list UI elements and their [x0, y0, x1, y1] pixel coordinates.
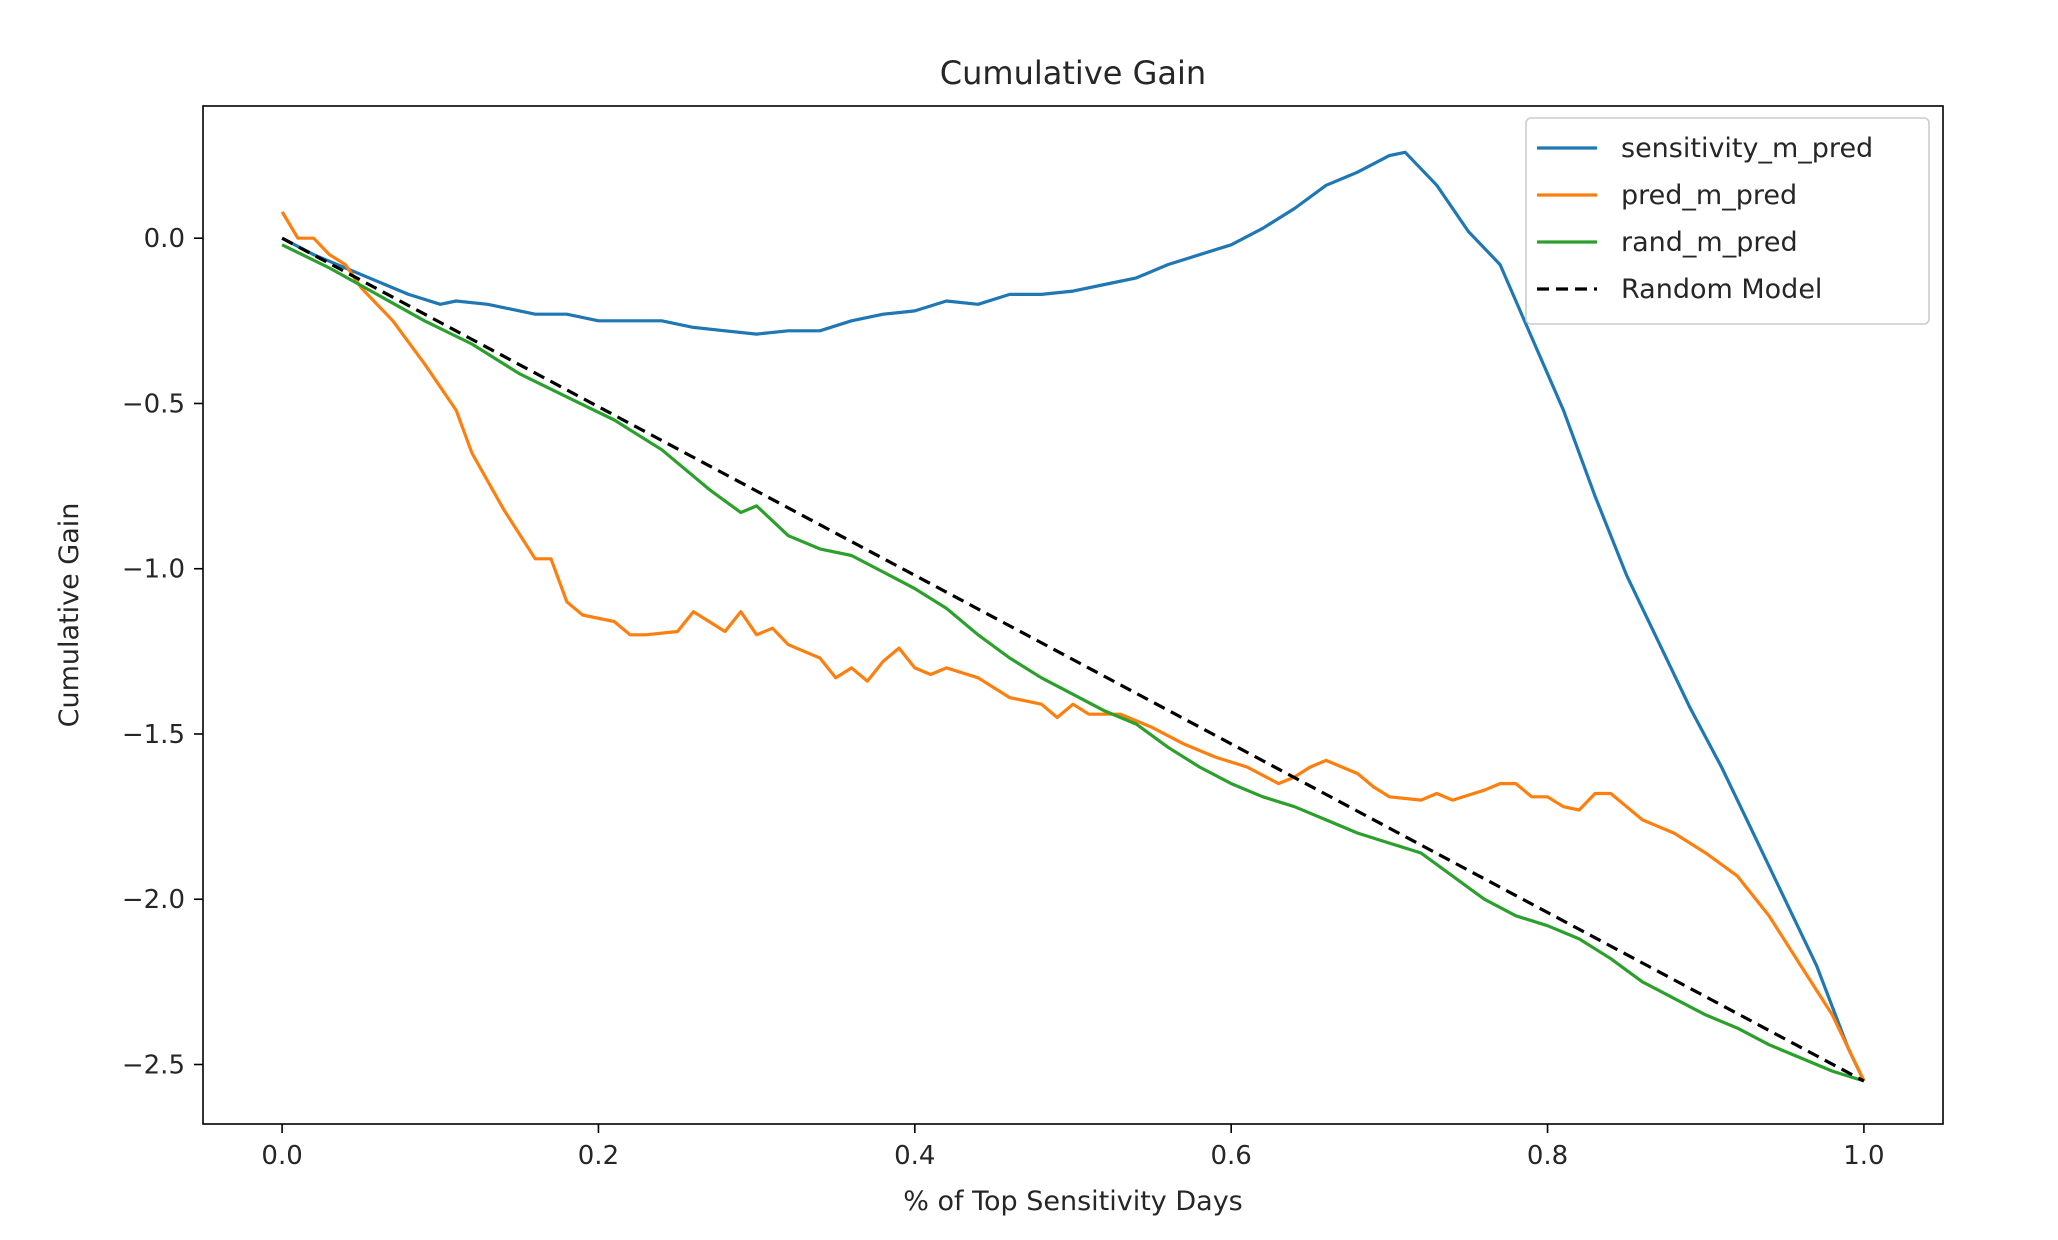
y-tick-label: −1.0	[122, 555, 185, 585]
y-axis-label: Cumulative Gain	[54, 503, 85, 728]
legend-label-sensitivity-m-pred: sensitivity_m_pred	[1621, 133, 1873, 164]
series-line-sensitivity-m-pred	[281, 150, 1866, 1082]
plot-area-frame	[202, 105, 1944, 1125]
legend-label-pred-m-pred: pred_m_pred	[1621, 180, 1797, 211]
y-tick-label: −2.0	[122, 885, 185, 915]
ticks-layer: 0.0 0.2 0.4 0.6 0.8 1.0 0.0 −0.5 −1.0 −1.5 −2.0 −2.…	[122, 224, 1885, 1171]
x-tick-label: 0.8	[1527, 1141, 1568, 1171]
legend-label-rand-m-pred: rand_m_pred	[1621, 227, 1798, 258]
x-tick-label: 0.4	[894, 1141, 935, 1171]
y-tick-label: −1.5	[122, 720, 185, 750]
y-tick-label: 0.0	[144, 224, 185, 254]
x-axis-label: % of Top Sensitivity Days	[903, 1186, 1243, 1217]
series-line-pred-m-pred	[280, 210, 1866, 1082]
legend: sensitivity_m_pred pred_m_pred rand_m_pred…	[1525, 117, 1930, 325]
x-tick-label: 1.0	[1843, 1141, 1884, 1171]
x-tick-label: 0.2	[578, 1141, 619, 1171]
y-tick-label: −2.5	[122, 1051, 185, 1081]
chart-title: Cumulative Gain	[940, 54, 1206, 92]
series-line-rand-m-pred	[281, 243, 1865, 1083]
legend-box	[1525, 117, 1930, 325]
x-tick-label: 0.6	[1211, 1141, 1252, 1171]
series-line-random-model	[281, 236, 1865, 1083]
legend-label-random-model: Random Model	[1621, 274, 1822, 305]
legend-entries: sensitivity_m_pred pred_m_pred rand_m_pred…	[1537, 133, 1873, 305]
x-tick-label: 0.0	[261, 1141, 302, 1171]
series-layer	[280, 150, 1866, 1083]
y-tick-label: −0.5	[122, 389, 185, 419]
